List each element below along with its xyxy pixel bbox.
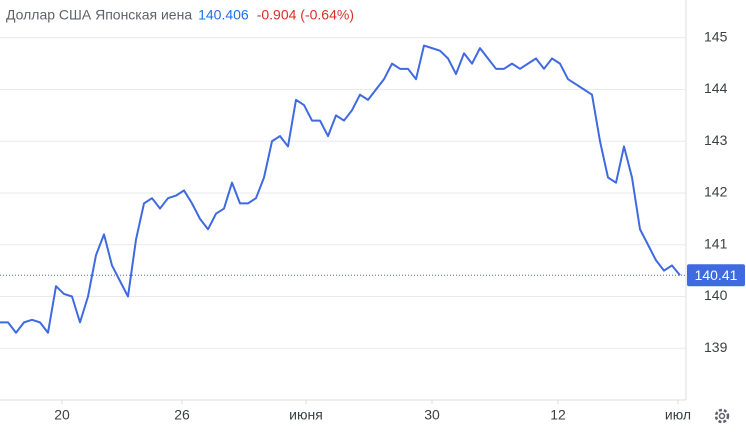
change: -0.904 (-0.64%) [257, 7, 354, 23]
x-tick-label: июня [289, 407, 323, 423]
y-tick-label: 141 [704, 235, 728, 251]
price: 140.406 [198, 7, 249, 23]
y-tick-label: 142 [704, 184, 728, 200]
y-tick-label: 140 [704, 287, 728, 303]
x-tick-label: 20 [54, 407, 70, 423]
y-tick-label: 145 [704, 28, 728, 44]
y-tick-label: 139 [704, 339, 728, 355]
x-tick-label: 12 [550, 407, 566, 423]
chart-title: Доллар США Японская иена [6, 7, 192, 23]
last-price-label: 140.41 [695, 267, 738, 283]
x-tick-label: июл [665, 407, 691, 423]
settings-icon[interactable] [714, 408, 730, 424]
last-price-box [687, 264, 745, 287]
x-tick-label: 30 [424, 407, 440, 423]
y-tick-label: 144 [704, 80, 728, 96]
x-tick-label: 26 [174, 407, 190, 423]
price-line [0, 44, 681, 334]
y-tick-label: 143 [704, 132, 728, 148]
